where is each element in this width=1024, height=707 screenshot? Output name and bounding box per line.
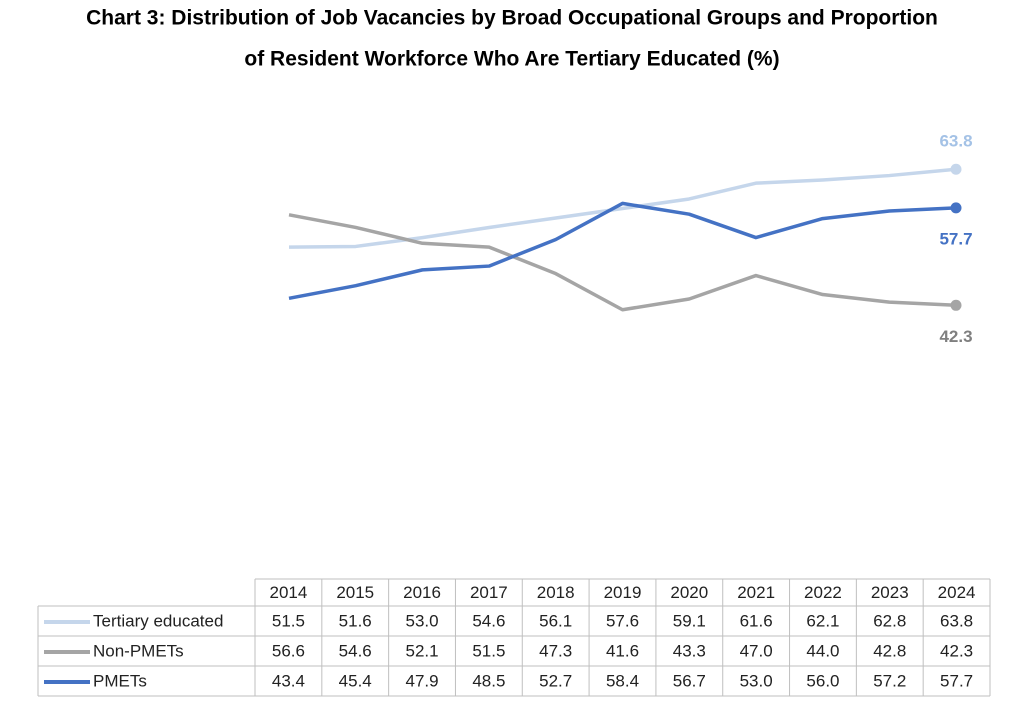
end-marker <box>950 299 962 311</box>
table-header: 2018 <box>537 583 575 602</box>
data-label: 42.3 <box>939 327 972 346</box>
table-cell: 53.0 <box>405 611 438 630</box>
table-cell: 51.5 <box>472 641 505 660</box>
table-header: 2016 <box>403 583 441 602</box>
table-cell: 57.6 <box>606 611 639 630</box>
table-cell: 52.1 <box>405 641 438 660</box>
table-cell: 47.3 <box>539 641 572 660</box>
legend-label: PMETs <box>93 671 147 690</box>
table-cell: 53.0 <box>740 671 773 690</box>
table-header: 2015 <box>336 583 374 602</box>
table-cell: 43.4 <box>272 671 305 690</box>
table-header: 2014 <box>269 583 307 602</box>
table-cell: 44.0 <box>806 641 839 660</box>
table-cell: 61.6 <box>740 611 773 630</box>
table-cell: 57.2 <box>873 671 906 690</box>
table-cell: 51.5 <box>272 611 305 630</box>
series-line <box>288 167 957 249</box>
table-cell: 62.8 <box>873 611 906 630</box>
table-cell: 59.1 <box>673 611 706 630</box>
table-cell: 48.5 <box>472 671 505 690</box>
chart-title: Chart 3: Distribution of Job Vacancies b… <box>86 7 938 30</box>
table-cell: 41.6 <box>606 641 639 660</box>
table-cell: 63.8 <box>940 611 973 630</box>
chart-title: of Resident Workforce Who Are Tertiary E… <box>244 48 779 71</box>
table-header: 2019 <box>604 583 642 602</box>
table-cell: 56.7 <box>673 671 706 690</box>
table-cell: 42.3 <box>940 641 973 660</box>
table-cell: 56.0 <box>806 671 839 690</box>
end-marker <box>950 202 962 214</box>
table-cell: 43.3 <box>673 641 706 660</box>
table-cell: 47.9 <box>405 671 438 690</box>
table-header: 2017 <box>470 583 508 602</box>
table-cell: 47.0 <box>740 641 773 660</box>
table-cell: 54.6 <box>472 611 505 630</box>
series-line <box>288 213 957 312</box>
table-header: 2023 <box>871 583 909 602</box>
table-header: 2020 <box>670 583 708 602</box>
table-cell: 57.7 <box>940 671 973 690</box>
table-cell: 45.4 <box>339 671 372 690</box>
table-cell: 51.6 <box>339 611 372 630</box>
table-header: 2024 <box>938 583 976 602</box>
table-cell: 52.7 <box>539 671 572 690</box>
table-cell: 58.4 <box>606 671 639 690</box>
table-header: 2021 <box>737 583 775 602</box>
table-cell: 56.1 <box>539 611 572 630</box>
end-marker <box>950 163 962 175</box>
data-label: 63.8 <box>939 132 972 151</box>
table-cell: 62.1 <box>806 611 839 630</box>
legend-label: Tertiary educated <box>93 611 223 630</box>
table-cell: 42.8 <box>873 641 906 660</box>
data-label: 57.7 <box>939 229 972 248</box>
table-cell: 56.6 <box>272 641 305 660</box>
series-line <box>288 201 957 301</box>
table-cell: 54.6 <box>339 641 372 660</box>
legend-label: Non-PMETs <box>93 641 184 660</box>
table-header: 2022 <box>804 583 842 602</box>
